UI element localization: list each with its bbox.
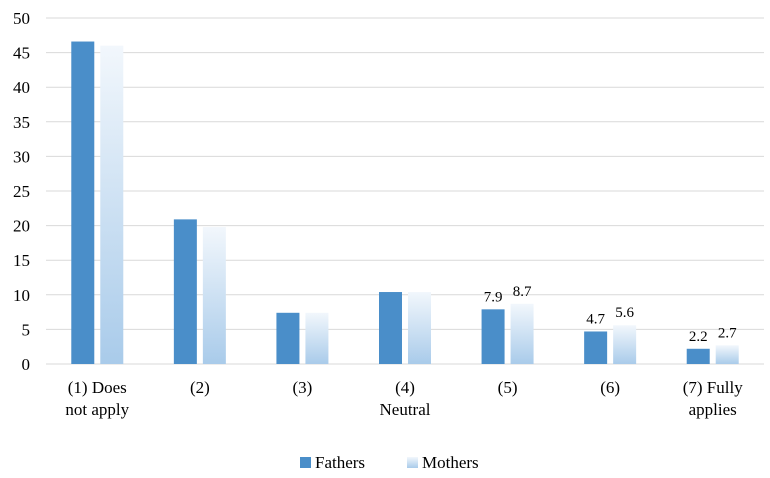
y-tick-label: 50: [13, 9, 30, 28]
x-tick-label: (2): [190, 378, 210, 397]
bar-mothers: [613, 325, 637, 364]
legend: Fathers Mothers: [300, 453, 479, 472]
data-label: 4.7: [586, 311, 605, 327]
data-label: 5.6: [615, 305, 634, 321]
x-tick-label: (1) Does: [68, 378, 127, 397]
gridlines: [46, 17, 764, 365]
data-label: 2.2: [689, 329, 708, 345]
x-tick-label: applies: [689, 400, 737, 419]
bar-mothers: [100, 45, 124, 365]
bar-fathers: [71, 41, 95, 364]
x-axis-categories: (1) Does not apply (2) (3) (4) Neutral (5) (6) (…: [65, 378, 743, 419]
y-tick-label: 0: [22, 355, 31, 374]
bar-fathers: [276, 312, 300, 364]
bar-fathers: [686, 348, 710, 364]
data-label: 8.7: [513, 284, 532, 300]
y-tick-label: 10: [13, 286, 30, 305]
bar-fathers: [173, 219, 197, 364]
x-tick-label: (6): [600, 378, 620, 397]
y-tick-label: 45: [13, 44, 30, 63]
bar-fathers: [584, 331, 608, 364]
bar-fathers: [379, 292, 402, 364]
legend-swatch: [300, 457, 311, 468]
bars: [71, 41, 739, 365]
y-tick-label: 35: [13, 113, 30, 132]
data-labels: 7.9 8.7 4.7 5.6 2.2 2.7: [484, 284, 737, 345]
x-tick-label: (7) Fully: [683, 378, 743, 397]
y-tick-label: 20: [13, 217, 30, 236]
x-tick-label: (3): [293, 378, 313, 397]
y-tick-label: 40: [13, 78, 30, 97]
legend-label: Fathers: [315, 453, 365, 472]
legend-swatch: [407, 457, 418, 468]
y-tick-label: 25: [13, 182, 30, 201]
y-tick-label: 30: [13, 147, 30, 166]
y-axis-ticks: 0 5 10 15 20 25 30 35 40 45 50: [13, 9, 30, 374]
data-label: 2.7: [718, 325, 737, 341]
x-tick-label: Neutral: [380, 400, 431, 419]
x-tick-label: (4): [395, 378, 415, 397]
y-tick-label: 5: [22, 320, 31, 339]
x-tick-label: (5): [498, 378, 518, 397]
bar-mothers: [408, 292, 431, 364]
bar-mothers: [202, 226, 226, 364]
x-tick-label: not apply: [65, 400, 129, 419]
bar-mothers: [305, 312, 329, 364]
bar-mothers: [510, 303, 534, 364]
data-label: 7.9: [484, 289, 503, 305]
bar-mothers: [715, 345, 739, 364]
y-tick-label: 15: [13, 251, 30, 270]
legend-label: Mothers: [422, 453, 479, 472]
bar-fathers: [481, 309, 505, 364]
